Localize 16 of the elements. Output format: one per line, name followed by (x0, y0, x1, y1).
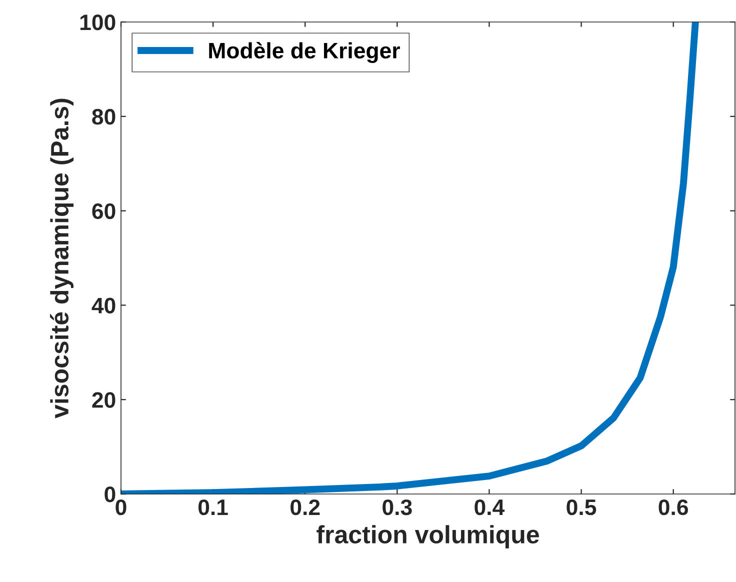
x-tick-label: 0 (116, 499, 126, 516)
y-tick-label: 40 (92, 298, 116, 314)
y-tick-label: 0 (104, 486, 116, 502)
y-tick-label: 60 (92, 203, 116, 220)
y-tick-label: 100 (80, 14, 116, 30)
y-axis-title: visocsité dynamique (Pa.s) (50, 98, 74, 418)
y-tick-label: 80 (92, 108, 116, 125)
x-axis-title: fraction volumique (316, 525, 539, 548)
x-tick-label: 0.6 (658, 499, 688, 516)
x-tick-label: 0.1 (198, 499, 228, 516)
x-tick-label: 0.3 (382, 499, 412, 516)
x-tick-label: 0.4 (474, 499, 505, 516)
x-tick-label: 0.5 (566, 499, 596, 516)
legend-label: Modèle de Krieger (209, 42, 400, 64)
y-tick-label: 20 (92, 392, 116, 408)
x-tick-label: 0.2 (290, 499, 320, 516)
